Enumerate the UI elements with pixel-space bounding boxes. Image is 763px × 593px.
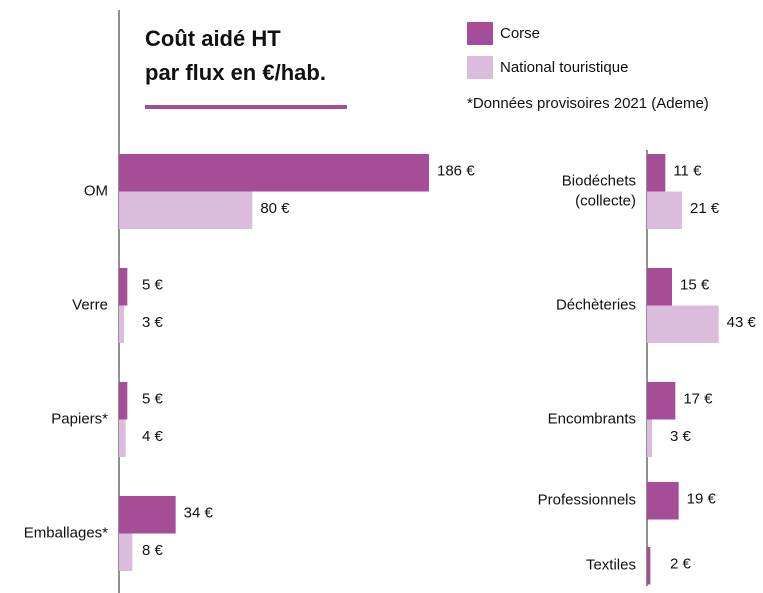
bar [119, 533, 133, 571]
value-label: 3 € [670, 428, 692, 445]
category-label: Déchèteries [556, 296, 636, 313]
bar [119, 154, 429, 192]
value-label: 17 € [683, 391, 713, 408]
value-label: 34 € [184, 505, 214, 522]
value-label: 4 € [142, 428, 164, 445]
value-label: 2 € [670, 556, 692, 573]
bar [647, 382, 676, 420]
bar [647, 482, 679, 520]
category-label: Verre [72, 296, 108, 313]
bar [647, 305, 719, 343]
value-label: 5 € [142, 277, 164, 294]
legend-label: Corse [500, 25, 540, 42]
bar [119, 191, 253, 229]
category-label: Emballages* [24, 524, 108, 541]
category-label: Encombrants [548, 410, 636, 427]
bar [119, 419, 126, 457]
category-label: Professionnels [538, 492, 636, 509]
legend-label: National touristique [500, 59, 628, 76]
chart-title: Coût aidé HT par flux en €/hab. [145, 26, 326, 85]
bar [647, 547, 651, 585]
note: *Données provisoires 2021 (Ademe) [467, 95, 709, 112]
title-underline [145, 105, 347, 109]
bar [119, 268, 128, 306]
value-label: 21 € [690, 200, 720, 217]
value-label: 8 € [142, 542, 164, 559]
bar [119, 305, 124, 343]
value-label: 5 € [142, 391, 164, 408]
category-label: OM [84, 182, 108, 199]
value-label: 19 € [687, 491, 717, 508]
value-label: 15 € [680, 277, 710, 294]
bar [119, 496, 176, 534]
value-label: 3 € [142, 314, 164, 331]
legend-swatch [467, 22, 493, 45]
value-label: 186 € [437, 163, 475, 180]
bar [647, 154, 666, 192]
bar [119, 382, 128, 420]
legend-swatch [467, 56, 493, 79]
value-label: 43 € [727, 314, 757, 331]
bar [647, 268, 672, 306]
category-label: Papiers* [51, 410, 108, 427]
value-label: 80 € [260, 200, 290, 217]
bar [647, 191, 682, 229]
category-label: Biodéchets (collecte) [562, 172, 636, 209]
category-label: Textiles [586, 557, 636, 574]
value-label: 11 € [673, 163, 702, 180]
bar [647, 419, 652, 457]
